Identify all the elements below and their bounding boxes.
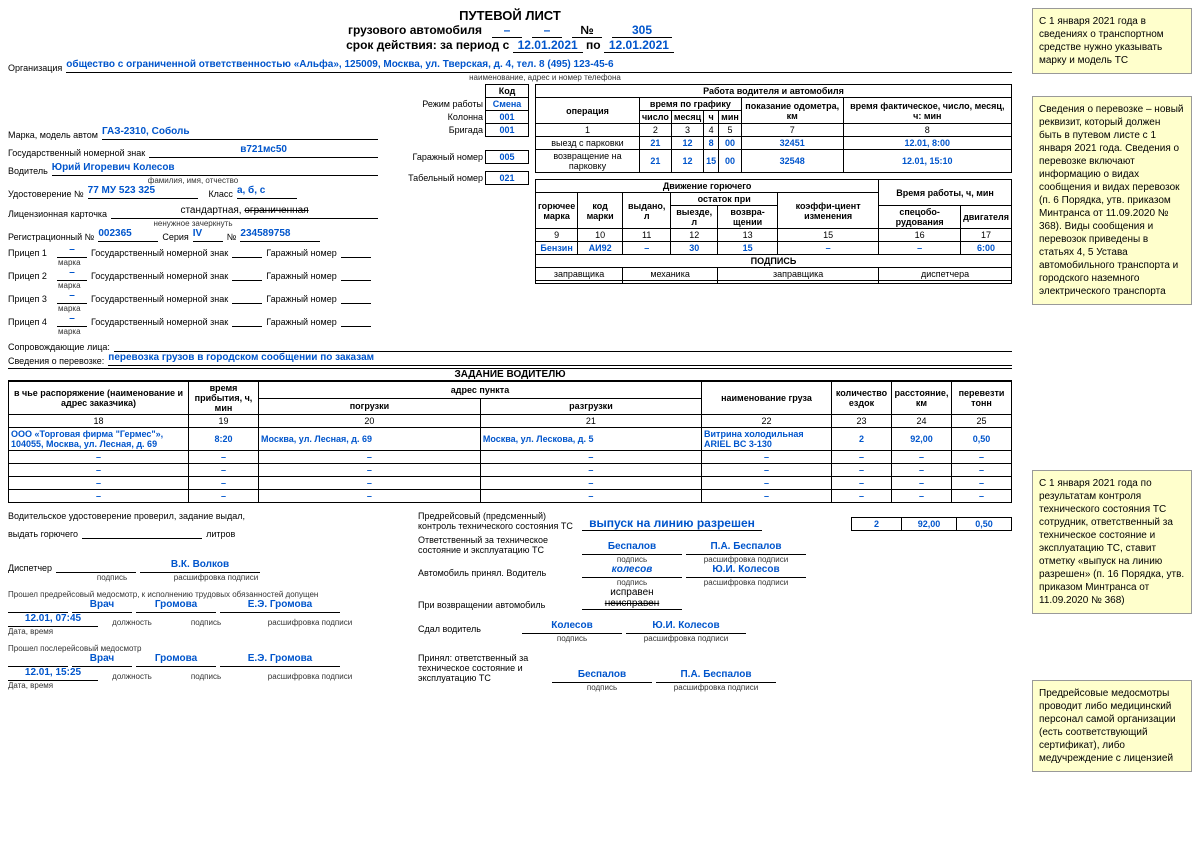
table-row: возвращение на парковку211215003254812.0… — [536, 150, 1012, 173]
num-label: № — [572, 23, 602, 38]
ser-label: Серия — [162, 232, 188, 242]
med1-dt: 12.01, 07:45 — [8, 613, 98, 627]
udost-label: Удостоверение № — [8, 189, 84, 199]
med2-dt: 12.01, 15:25 — [8, 667, 98, 681]
work-title: Работа водителя и автомобиля — [536, 85, 1012, 98]
disp-sign: В.К. Волков — [140, 559, 260, 573]
dash-b: – — [532, 23, 562, 38]
class-value: а, б, с — [237, 185, 297, 199]
top-section: Марка, модель автом ГАЗ-2310, Соболь Госу… — [8, 84, 1012, 336]
note-3: С 1 января 2021 года по результатам конт… — [1032, 470, 1192, 614]
release-value: выпуск на линию разрешен — [582, 516, 762, 531]
t1-label: Прицеп 1 — [8, 248, 53, 258]
mode-value: Смена — [486, 98, 529, 111]
waybill-number: 305 — [612, 23, 672, 38]
make-value: ГАЗ-2310, Соболь — [102, 126, 378, 140]
ser-value: IV — [193, 228, 223, 242]
plate-label: Государственный номерной знак — [8, 148, 145, 158]
note-2: Сведения о перевозке – новый реквизит, к… — [1032, 96, 1192, 305]
driver-value: Юрий Игоревич Колесов — [52, 162, 378, 176]
main-title: ПУТЕВОЙ ЛИСТ — [8, 8, 1012, 23]
footer-left: Водительское удостоверение проверил, зад… — [8, 511, 408, 692]
trailers-block: Прицеп 1–Государственный номерной знакГа… — [8, 244, 378, 336]
num-value: 234589758 — [240, 228, 320, 242]
codes-block: Код Режим работыСмена Колонна001 Бригада… — [384, 84, 529, 336]
period-to: 12.01.2021 — [604, 38, 674, 53]
subtitle: грузового автомобиля — [348, 23, 482, 37]
tab-value: 021 — [486, 172, 529, 185]
table-row: выезд с парковки21128003245112.01, 8:00 — [536, 137, 1012, 150]
plate-value: в721мс50 — [149, 144, 378, 158]
note-4: Предрейсовые медосмотры проводит либо ме… — [1032, 680, 1192, 772]
t3-label: Прицеп 3 — [8, 294, 53, 304]
reg-label: Регистрационный № — [8, 232, 94, 242]
fuel-table: Движение горючегоВремя работы, ч, мин го… — [535, 179, 1012, 284]
org-label: Организация — [8, 63, 62, 73]
sved-value: перевозка грузов в городском сообщении п… — [108, 352, 1012, 366]
subtitle-row: грузового автомобиля – – № 305 — [8, 23, 1012, 38]
codes-hdr: Код — [486, 85, 529, 98]
brig-value: 001 — [486, 124, 529, 137]
waybill-form: ПУТЕВОЙ ЛИСТ грузового автомобиля – – № … — [0, 0, 1020, 700]
table-row: БензинАИ92–3015––6:00 — [536, 242, 1012, 255]
num-label2: № — [227, 232, 237, 242]
vehicle-block: Марка, модель автом ГАЗ-2310, Соболь Госу… — [8, 84, 378, 336]
class-label: Класс — [208, 189, 233, 199]
driver-sub: фамилия, имя, отчество — [8, 176, 378, 185]
t2-label: Прицеп 2 — [8, 271, 53, 281]
note-1: С 1 января 2021 года в сведениях о транс… — [1032, 8, 1192, 74]
task-table: в чье распоряжение (наименование и адрес… — [8, 381, 1012, 503]
lic-sub: ненужное зачеркнуть — [8, 219, 378, 228]
right-tables: Работа водителя и автомобиля операция вр… — [535, 84, 1012, 336]
t4-label: Прицеп 4 — [8, 317, 53, 327]
org-row: Организация общество с ограниченной отве… — [8, 59, 1012, 73]
footer-right: Предрейсовый (предсменный) контроль техн… — [418, 511, 1012, 692]
period-row: срок действия: за период с 12.01.2021 по… — [8, 38, 1012, 53]
period-to-label: по — [586, 38, 601, 52]
table-row: ООО «Торговая фирма "Гермес"», 104055, М… — [9, 428, 1012, 451]
col-value: 001 — [486, 111, 529, 124]
dash-a: – — [492, 23, 522, 38]
task-header: ЗАДАНИЕ ВОДИТЕЛЮ — [8, 368, 1012, 381]
lic-label: Лицензионная карточка — [8, 209, 107, 219]
title-block: ПУТЕВОЙ ЛИСТ грузового автомобиля – – № … — [8, 8, 1012, 53]
org-sub: наименование, адрес и номер телефона — [78, 73, 1012, 82]
period-from: 12.01.2021 — [513, 38, 583, 53]
org-value: общество с ограниченной ответственностью… — [66, 59, 1012, 73]
footer-block: Водительское удостоверение проверил, зад… — [8, 511, 1012, 692]
lic-text: стандартная, ограниченная — [180, 205, 308, 216]
work-table: Работа водителя и автомобиля операция вр… — [535, 84, 1012, 173]
udost-value: 77 МУ 523 325 — [88, 185, 198, 199]
reg-value: 002365 — [98, 228, 158, 242]
driver-label: Водитель — [8, 166, 48, 176]
codes-table: Код Режим работыСмена Колонна001 Бригада… — [384, 84, 529, 185]
gar-value: 005 — [486, 151, 529, 164]
period-label: срок действия: за период с — [346, 38, 509, 52]
totals: 292,000,50 — [851, 517, 1012, 531]
make-label: Марка, модель автом — [8, 130, 98, 140]
